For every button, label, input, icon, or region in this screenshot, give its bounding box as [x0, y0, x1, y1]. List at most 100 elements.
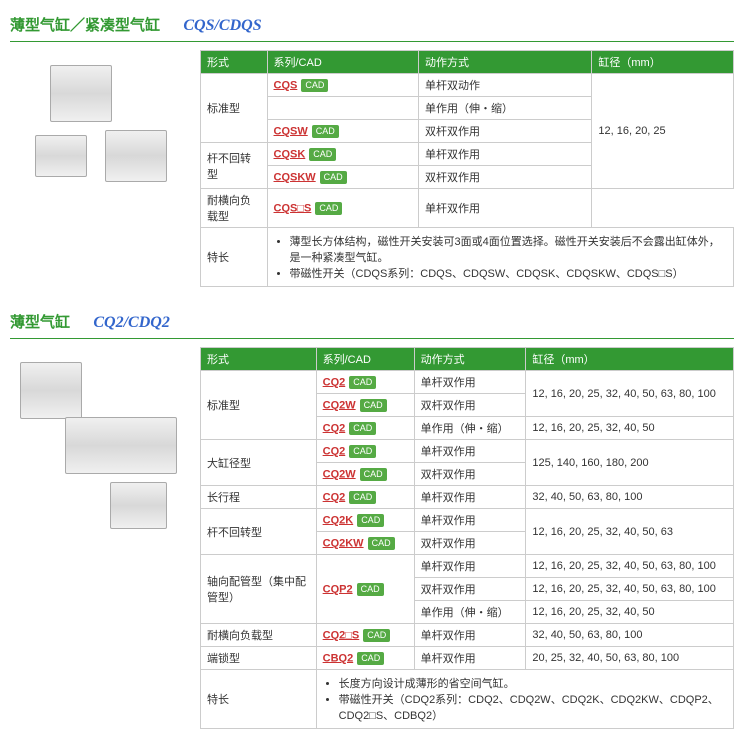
- cad-badge[interactable]: CAD: [363, 629, 390, 642]
- series-cell: CQ2CAD: [316, 417, 414, 440]
- series-link[interactable]: CQ2: [323, 422, 346, 434]
- action-cell: 单作用（伸・缩）: [419, 97, 592, 120]
- section2-title-zh: 薄型气缸: [10, 314, 70, 331]
- action-cell: 双杆双作用: [419, 166, 592, 189]
- feature-item: 带磁性开关（CDQ2系列：CDQ2、CDQ2W、CDQ2K、CDQ2KW、CDQ…: [339, 691, 727, 723]
- section1-table-wrap: 形式 系列/CAD 动作方式 缸径（mm） 标准型CQSCAD单杆双动作12, …: [200, 50, 734, 287]
- action-cell: 单杆双作用: [414, 440, 526, 463]
- action-cell: 双杆双作用: [414, 532, 526, 555]
- action-cell: 单杆双作用: [414, 647, 526, 670]
- series-link[interactable]: CQ2W: [323, 468, 356, 480]
- cad-badge[interactable]: CAD: [301, 79, 328, 92]
- series-link[interactable]: CQ2W: [323, 399, 356, 411]
- table-row: 耐横向负载型CQS□SCAD单杆双作用: [201, 189, 734, 228]
- series-link[interactable]: CQ2: [323, 491, 346, 503]
- bore-cell: 12, 16, 20, 25, 32, 40, 50, 63, 80, 100: [526, 555, 734, 578]
- series-link[interactable]: CQ2K: [323, 514, 354, 526]
- series-cell: CQSW CAD: [267, 120, 419, 143]
- section1-table: 形式 系列/CAD 动作方式 缸径（mm） 标准型CQSCAD单杆双动作12, …: [200, 50, 734, 287]
- cad-badge[interactable]: CAD: [357, 652, 384, 665]
- action-cell: 双杆双作用: [414, 578, 526, 601]
- series-cell: CQSCAD: [267, 74, 419, 97]
- series-cell: CBQ2CAD: [316, 647, 414, 670]
- th-form: 形式: [201, 348, 317, 371]
- table-row: 耐横向负载型CQ2□SCAD单杆双作用32, 40, 50, 63, 80, 1…: [201, 624, 734, 647]
- th-action: 动作方式: [419, 51, 592, 74]
- bore-cell: 12, 16, 20, 25: [592, 74, 734, 189]
- cad-badge[interactable]: CAD: [349, 376, 376, 389]
- form-cell: 长行程: [201, 486, 317, 509]
- cad-badge[interactable]: CAD: [349, 491, 376, 504]
- action-cell: 单杆双作用: [414, 486, 526, 509]
- section2-image: [10, 347, 200, 537]
- series-cell: CQ2W CAD: [316, 394, 414, 417]
- series-link[interactable]: CQ2: [323, 445, 346, 457]
- form-cell: 杆不回转型: [201, 143, 268, 189]
- series-cell: [267, 97, 419, 120]
- series-link[interactable]: CBQ2: [323, 652, 354, 664]
- form-cell: 轴向配管型（集中配管型）: [201, 555, 317, 624]
- section2-table-wrap: 形式 系列/CAD 动作方式 缸径（mm） 标准型CQ2CAD单杆双作用12, …: [200, 347, 734, 729]
- cad-badge[interactable]: CAD: [315, 202, 342, 215]
- series-link[interactable]: CQSW: [274, 125, 308, 137]
- cad-badge[interactable]: CAD: [312, 125, 339, 138]
- bore-cell: 12, 16, 20, 25, 32, 40, 50: [526, 601, 734, 624]
- section1-title-en: CQS/CDQS: [183, 17, 261, 34]
- action-cell: 单杆双作用: [414, 624, 526, 647]
- bore-cell: 12, 16, 20, 25, 32, 40, 50, 63: [526, 509, 734, 555]
- series-cell: CQP2 CAD: [316, 555, 414, 624]
- section2-table: 形式 系列/CAD 动作方式 缸径（mm） 标准型CQ2CAD单杆双作用12, …: [200, 347, 734, 729]
- series-link[interactable]: CQ2□S: [323, 629, 360, 641]
- feature-label: 特长: [201, 670, 317, 729]
- section2-title: 薄型气缸 CQ2/CDQ2: [10, 307, 734, 339]
- table-row: 标准型CQSCAD单杆双动作12, 16, 20, 25: [201, 74, 734, 97]
- form-cell: 标准型: [201, 74, 268, 143]
- action-cell: 单杆双作用: [414, 509, 526, 532]
- table-row: 杆不回转型CQ2KCAD单杆双作用12, 16, 20, 25, 32, 40,…: [201, 509, 734, 532]
- series-cell: CQ2KCAD: [316, 509, 414, 532]
- th-action: 动作方式: [414, 348, 526, 371]
- bore-cell: 20, 25, 32, 40, 50, 63, 80, 100: [526, 647, 734, 670]
- series-cell: CQ2CAD: [316, 486, 414, 509]
- action-cell: 单作用（伸・缩）: [414, 601, 526, 624]
- series-cell: CQ2W CAD: [316, 463, 414, 486]
- cad-badge[interactable]: CAD: [349, 422, 376, 435]
- action-cell: 双杆双作用: [419, 120, 592, 143]
- th-series: 系列/CAD: [267, 51, 419, 74]
- series-cell: CQS□SCAD: [267, 189, 419, 228]
- series-link[interactable]: CQSK: [274, 148, 306, 160]
- bore-cell: 12, 16, 20, 25, 32, 40, 50, 63, 80, 100: [526, 578, 734, 601]
- action-cell: 单杆双作用: [419, 143, 592, 166]
- action-cell: 单杆双作用: [414, 555, 526, 578]
- series-link[interactable]: CQ2KW: [323, 537, 364, 549]
- action-cell: 单杆双作用: [414, 371, 526, 394]
- cad-badge[interactable]: CAD: [360, 399, 387, 412]
- bore-cell: 125, 140, 160, 180, 200: [526, 440, 734, 486]
- series-cell: CQ2CAD: [316, 440, 414, 463]
- series-link[interactable]: CQP2: [323, 583, 353, 595]
- series-cell: CQ2KW CAD: [316, 532, 414, 555]
- cad-badge[interactable]: CAD: [360, 468, 387, 481]
- cad-badge[interactable]: CAD: [320, 171, 347, 184]
- bore-cell: 12, 16, 20, 25, 32, 40, 50, 63, 80, 100: [526, 371, 734, 417]
- table-row: 标准型CQ2CAD单杆双作用12, 16, 20, 25, 32, 40, 50…: [201, 371, 734, 394]
- th-bore: 缸径（mm）: [592, 51, 734, 74]
- cad-badge[interactable]: CAD: [357, 514, 384, 527]
- series-link[interactable]: CQS: [274, 79, 298, 91]
- series-cell: CQSKCAD: [267, 143, 419, 166]
- section2-title-en: CQ2/CDQ2: [93, 314, 169, 331]
- series-link[interactable]: CQS□S: [274, 202, 312, 214]
- section1-title-zh: 薄型气缸／紧凑型气缸: [10, 17, 160, 34]
- series-link[interactable]: CQ2: [323, 376, 346, 388]
- cad-badge[interactable]: CAD: [309, 148, 336, 161]
- cad-badge[interactable]: CAD: [357, 583, 384, 596]
- form-cell: 标准型: [201, 371, 317, 440]
- series-link[interactable]: CQSKW: [274, 171, 316, 183]
- form-cell: 杆不回转型: [201, 509, 317, 555]
- th-series: 系列/CAD: [316, 348, 414, 371]
- cad-badge[interactable]: CAD: [368, 537, 395, 550]
- action-cell: 双杆双作用: [414, 463, 526, 486]
- cad-badge[interactable]: CAD: [349, 445, 376, 458]
- table-row: 大缸径型CQ2CAD单杆双作用125, 140, 160, 180, 200: [201, 440, 734, 463]
- action-cell: 单杆双作用: [419, 189, 592, 228]
